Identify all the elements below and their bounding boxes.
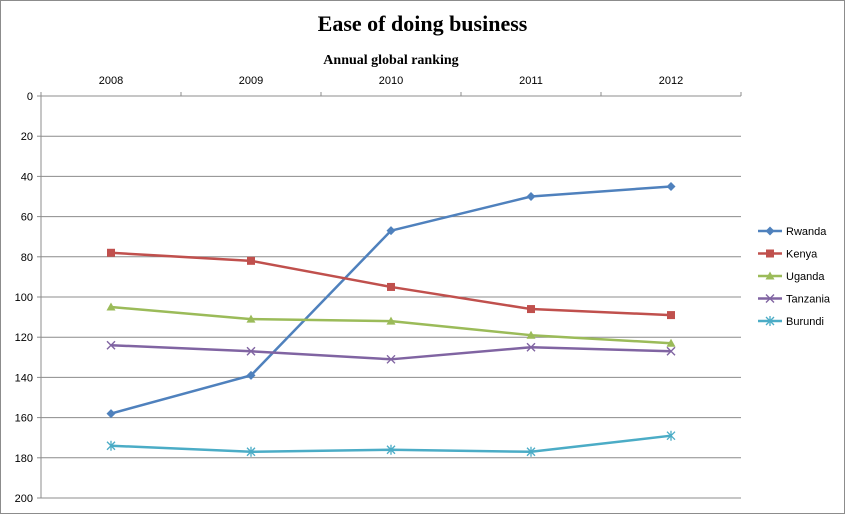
y-tick-label: 20: [21, 131, 33, 143]
series-line-rwanda: [110, 185, 672, 415]
y-tick-label: 180: [15, 453, 33, 465]
y-tick-label: 120: [15, 332, 33, 344]
data-point-uganda: [386, 316, 396, 325]
x-tick-label: 2009: [239, 75, 263, 87]
data-point-rwanda: [106, 409, 116, 419]
data-point-uganda: [246, 314, 256, 323]
y-tick-label: 100: [15, 292, 33, 304]
data-point-tanzania: [666, 346, 676, 356]
series-line-tanzania: [110, 343, 672, 361]
legend-label-kenya: Kenya: [786, 249, 818, 261]
data-point-rwanda: [666, 181, 676, 191]
legend-marker-rwanda: [765, 226, 775, 236]
y-tick-label: 60: [21, 212, 33, 224]
chart-title: Ease of doing business: [317, 11, 528, 36]
legend-marker-uganda: [765, 271, 775, 280]
data-point-burundi: [526, 446, 536, 457]
x-tick-label: 2010: [379, 75, 403, 87]
data-point-kenya: [667, 311, 675, 320]
x-tick-label: 2008: [99, 75, 123, 87]
y-tick-label: 40: [21, 171, 33, 183]
x-tick-label: 2011: [519, 75, 543, 87]
data-point-rwanda: [246, 370, 256, 380]
legend-label-tanzania: Tanzania: [786, 294, 831, 306]
data-point-tanzania: [246, 346, 256, 356]
legend-label-uganda: Uganda: [786, 271, 825, 283]
data-point-tanzania: [526, 342, 536, 352]
y-tick-label: 200: [15, 493, 33, 505]
data-point-kenya: [107, 248, 115, 257]
x-axis-title: Annual global ranking: [323, 53, 459, 68]
data-point-rwanda: [386, 226, 396, 236]
data-point-tanzania: [386, 354, 396, 364]
legend-label-rwanda: Rwanda: [786, 226, 827, 238]
y-tick-label: 80: [21, 252, 33, 264]
data-point-uganda: [106, 302, 116, 311]
data-point-tanzania: [106, 340, 116, 350]
data-point-burundi: [386, 444, 396, 455]
x-tick-label: 2012: [659, 75, 683, 87]
data-point-burundi: [246, 446, 256, 457]
y-tick-label: 160: [15, 413, 33, 425]
data-point-kenya: [527, 305, 535, 314]
y-tick-label: 0: [27, 91, 33, 103]
data-point-kenya: [247, 256, 255, 265]
data-point-burundi: [666, 430, 676, 441]
y-tick-label: 140: [15, 372, 33, 384]
data-point-uganda: [526, 330, 536, 339]
data-point-rwanda: [526, 192, 536, 201]
legend-marker-tanzania: [765, 294, 775, 303]
legend-label-burundi: Burundi: [786, 316, 824, 328]
legend-marker-kenya: [766, 249, 774, 258]
data-point-kenya: [387, 282, 395, 291]
legend-marker-burundi: [765, 316, 775, 326]
data-point-uganda: [666, 338, 676, 347]
data-point-burundi: [106, 440, 116, 451]
